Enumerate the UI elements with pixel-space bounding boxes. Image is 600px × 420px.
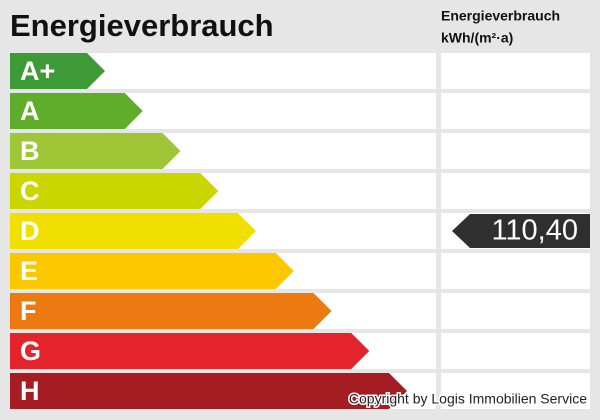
value-cell: [441, 333, 590, 369]
class-arrow: [10, 53, 105, 89]
title: Energieverbrauch: [10, 8, 274, 43]
class-label: A+: [20, 56, 55, 86]
value-cell: [441, 53, 590, 89]
class-arrow: [10, 293, 332, 329]
class-label: C: [20, 176, 40, 206]
class-arrow: [10, 133, 181, 169]
value-cell: [441, 293, 590, 329]
class-arrow: [10, 213, 256, 249]
class-label: H: [20, 376, 40, 406]
class-arrow: [10, 373, 407, 409]
indicator-value: 110,40: [491, 215, 578, 247]
class-label: B: [20, 136, 40, 166]
copyright: Copyright by Logis Immobilien Service: [349, 391, 587, 407]
class-label: A: [20, 96, 40, 126]
value-cell: [441, 133, 590, 169]
class-arrow: [10, 93, 143, 129]
class-arrow: [10, 253, 294, 289]
class-arrow: [10, 173, 219, 209]
value-cell: [441, 373, 590, 409]
class-label: D: [20, 216, 40, 246]
class-arrow: [10, 333, 370, 369]
value-cell: [441, 173, 590, 209]
column-title: Energieverbrauch: [441, 8, 560, 24]
indicator-arrow: [452, 214, 590, 248]
class-label: E: [20, 256, 38, 286]
class-label: G: [20, 336, 41, 366]
class-label: F: [20, 296, 37, 326]
value-cell: [441, 93, 590, 129]
column-unit: kWh/(m²·a): [441, 30, 513, 46]
value-cell: [441, 253, 590, 289]
